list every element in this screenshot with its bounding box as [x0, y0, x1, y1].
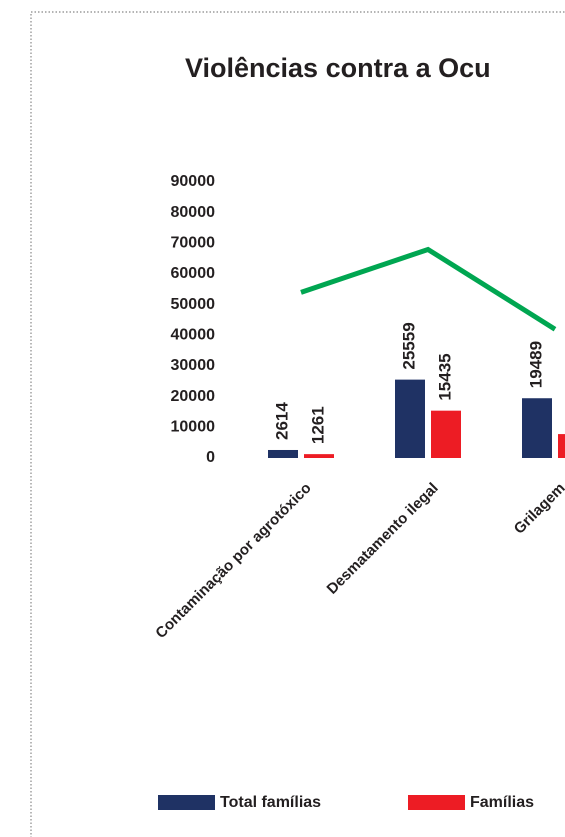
line — [300, 246, 557, 332]
y-tick-label: 50000 — [171, 296, 216, 313]
y-tick-label: 60000 — [171, 265, 216, 282]
bar — [395, 379, 425, 458]
x-tick-label: Grilagem — [511, 480, 565, 538]
legend-swatch — [158, 795, 215, 810]
bar — [431, 410, 461, 458]
bar — [304, 454, 334, 458]
y-tick-label: 90000 — [171, 173, 216, 190]
x-tick-label: Contaminação por agrotóxico — [152, 480, 314, 642]
legend-label: Famílias — [470, 794, 534, 811]
y-tick-label: 10000 — [171, 419, 216, 436]
y-tick-label: 40000 — [171, 327, 216, 344]
value-label: 1261 — [308, 406, 327, 444]
x-tick-label: Desmatamento ilegal — [324, 480, 442, 598]
chart-title: Violências contra a Ocu — [185, 53, 491, 83]
y-tick-label: 30000 — [171, 357, 216, 374]
value-label: 19489 — [526, 341, 545, 388]
bar — [558, 434, 565, 458]
y-tick-label: 70000 — [171, 235, 216, 252]
bar — [268, 449, 298, 458]
value-label: 25559 — [399, 322, 418, 369]
value-label: 15435 — [435, 353, 454, 400]
chart-border — [30, 11, 565, 837]
y-tick-label: 0 — [206, 449, 215, 466]
bar — [522, 398, 552, 458]
value-label: 2614 — [272, 402, 291, 440]
legend-label: Total famílias — [220, 794, 321, 811]
y-tick-label: 80000 — [171, 204, 216, 221]
legend-swatch — [408, 795, 465, 810]
value-label: 7800 — [562, 386, 565, 424]
y-tick-label: 20000 — [171, 388, 216, 405]
